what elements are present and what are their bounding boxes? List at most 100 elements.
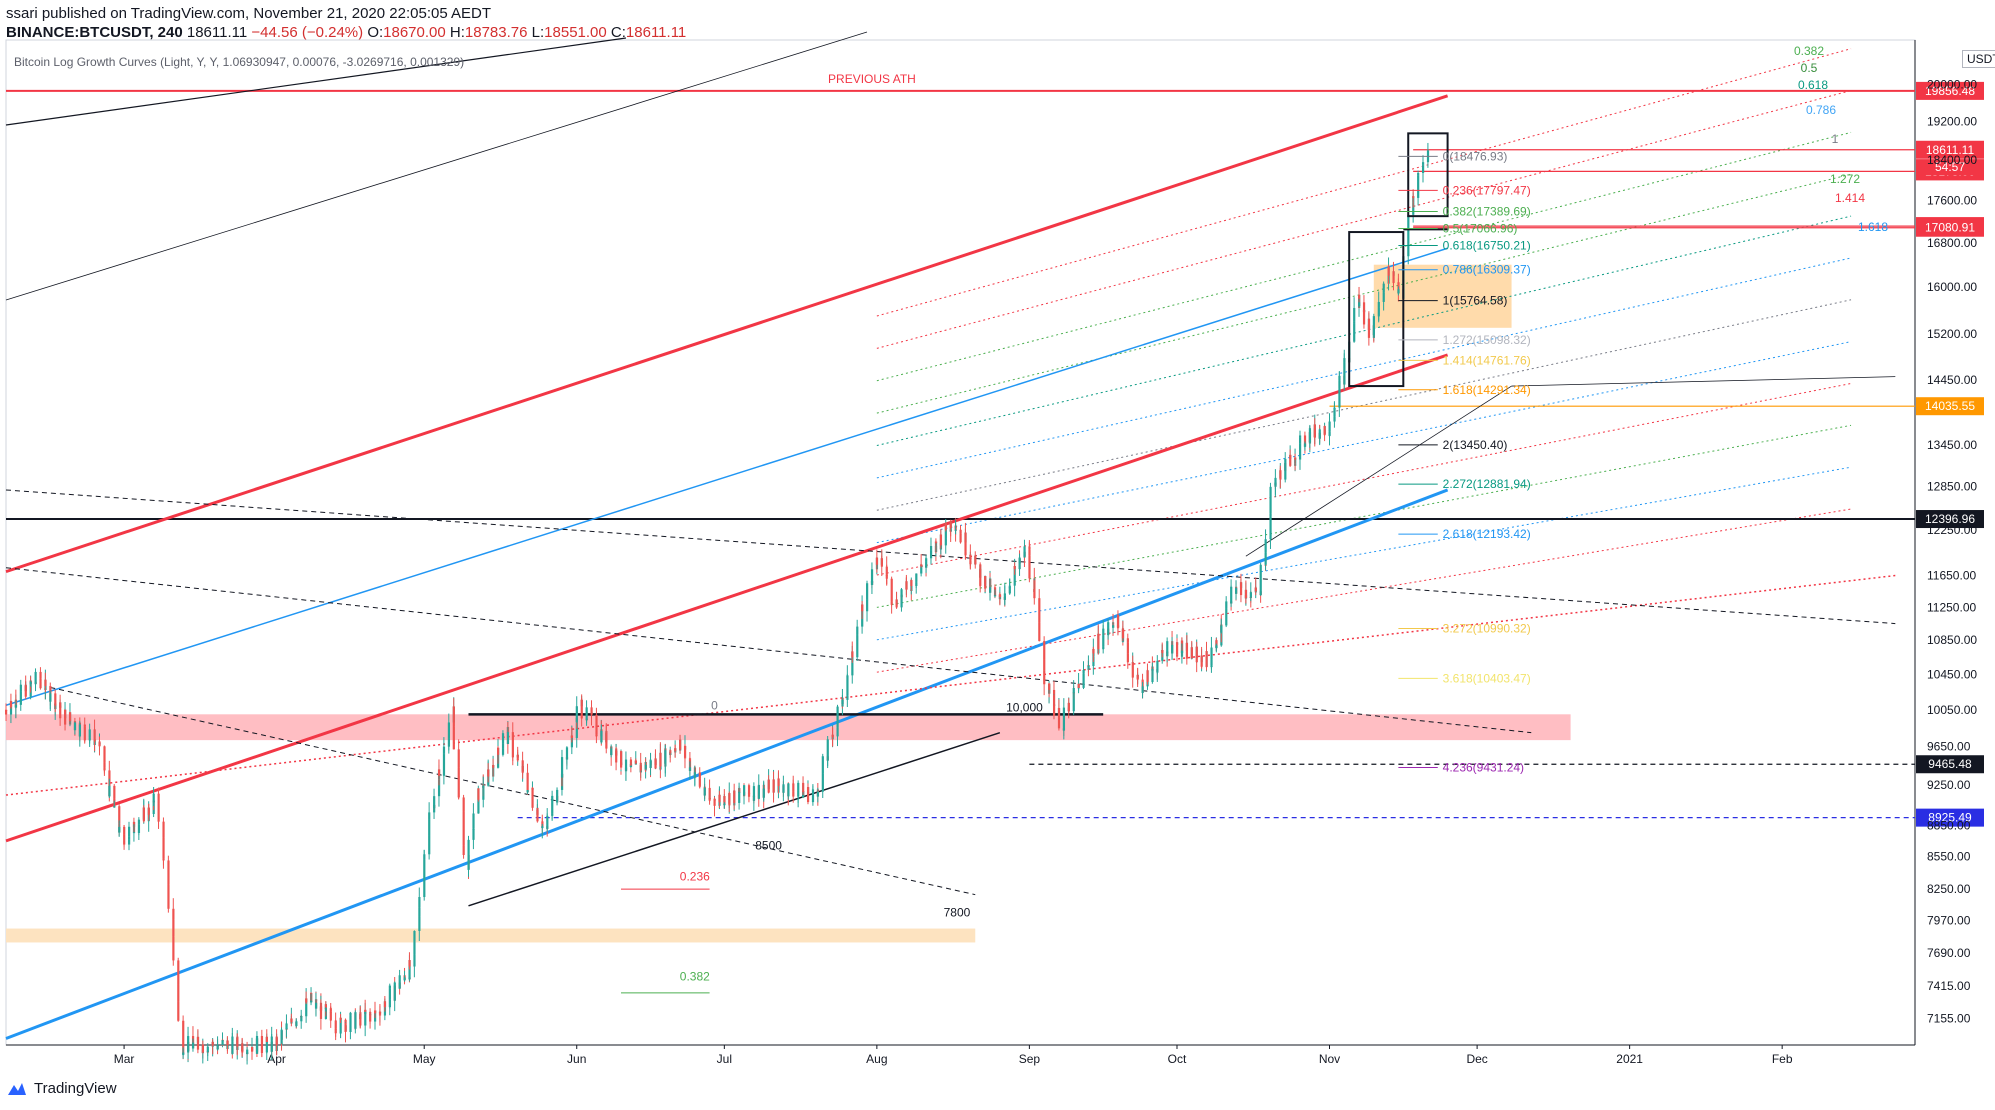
fan-label: 1.618 bbox=[1858, 220, 1888, 234]
candle-body bbox=[398, 982, 401, 989]
candle-body bbox=[1308, 428, 1312, 443]
price-change: −44.56 (−0.24%) bbox=[251, 24, 364, 41]
candle-body bbox=[733, 790, 736, 803]
currency-button[interactable]: USDT bbox=[1962, 50, 1995, 68]
candle-body bbox=[364, 1011, 367, 1014]
candle-body bbox=[683, 745, 687, 758]
high-value: 18783.76 bbox=[464, 24, 528, 41]
candle-body bbox=[890, 601, 893, 605]
candle-body bbox=[497, 747, 500, 753]
candle-body bbox=[1294, 457, 1297, 460]
y-tick-label: 10850.00 bbox=[1927, 633, 1977, 647]
candle-body bbox=[44, 679, 47, 687]
candle-body bbox=[1116, 614, 1120, 629]
candle-body bbox=[856, 635, 859, 658]
candles bbox=[5, 142, 1430, 1065]
candle-body bbox=[1338, 375, 1341, 381]
y-tick-label: 7970.00 bbox=[1927, 914, 1971, 928]
candle-body bbox=[300, 1016, 303, 1018]
y-tick-label: 8850.00 bbox=[1927, 818, 1971, 832]
y-tick-label: 15200.00 bbox=[1927, 327, 1977, 341]
candle-body bbox=[654, 758, 657, 769]
candle-body bbox=[551, 795, 554, 804]
candle-body bbox=[54, 703, 57, 706]
chart-annotation: 0.236 bbox=[680, 869, 710, 883]
chart-header: ssari published on TradingView.com, Nove… bbox=[6, 4, 686, 42]
candle-body bbox=[442, 754, 446, 776]
candle-body bbox=[1269, 516, 1272, 540]
dashed-resistance-lower bbox=[5, 567, 1532, 734]
candle-body bbox=[374, 1010, 377, 1014]
candle-body bbox=[1343, 362, 1346, 385]
candle-body bbox=[565, 747, 569, 759]
candle-body bbox=[585, 707, 588, 720]
candle-body bbox=[182, 1020, 185, 1055]
candle-body bbox=[270, 1040, 273, 1052]
candle-body bbox=[177, 1001, 180, 1021]
fib-label: 1.618(14291.34) bbox=[1443, 383, 1531, 397]
chart-annotation: 0.382 bbox=[680, 970, 710, 984]
y-tick-label: 8550.00 bbox=[1927, 850, 1971, 864]
candle-body bbox=[782, 784, 785, 793]
candle-body bbox=[1003, 593, 1006, 596]
candle-body bbox=[1210, 659, 1213, 666]
candle-body bbox=[1343, 358, 1346, 363]
candle-body bbox=[959, 534, 962, 543]
candle-body bbox=[19, 691, 22, 703]
publish-line: ssari published on TradingView.com, Nove… bbox=[6, 5, 492, 22]
candle-body bbox=[698, 785, 701, 787]
open-label: O: bbox=[367, 24, 384, 41]
candle-body bbox=[123, 840, 126, 845]
candle-body bbox=[162, 837, 165, 859]
candle-body bbox=[68, 719, 72, 722]
candle-body bbox=[969, 554, 972, 561]
candle-body bbox=[674, 750, 677, 752]
candle-body bbox=[1146, 670, 1149, 683]
candle-body bbox=[24, 685, 27, 697]
candle-body bbox=[270, 1036, 273, 1041]
x-tick-label: 2021 bbox=[1616, 1052, 1643, 1066]
candle-body bbox=[216, 1045, 219, 1047]
candle-body bbox=[669, 752, 672, 754]
candle-body bbox=[329, 1012, 332, 1021]
chart-annotation: 10,000 bbox=[1006, 701, 1043, 715]
price-label-box bbox=[1916, 397, 1984, 416]
candle-body bbox=[767, 779, 770, 793]
tradingview-brand: TradingView bbox=[34, 1080, 117, 1097]
candle-body bbox=[974, 555, 977, 565]
candle-body bbox=[305, 998, 308, 1003]
price-label-box bbox=[1916, 140, 1984, 159]
candle-body bbox=[437, 769, 441, 776]
candle-body bbox=[1220, 625, 1223, 633]
candle-body bbox=[1269, 486, 1272, 514]
candle-body bbox=[339, 1017, 342, 1020]
fan-label: 0.5 bbox=[1801, 61, 1818, 75]
growth-curve-dotted bbox=[876, 341, 1852, 544]
y-tick-label: 20000.00 bbox=[1927, 77, 1977, 91]
candle-body bbox=[693, 772, 697, 776]
candle-body bbox=[177, 984, 180, 1002]
candle-body bbox=[1072, 692, 1075, 712]
candle-body bbox=[349, 1012, 352, 1016]
candle-body bbox=[246, 1049, 249, 1055]
candle-body bbox=[851, 651, 854, 658]
candle-body bbox=[290, 1018, 293, 1023]
y-tick-label: 7415.00 bbox=[1927, 979, 1971, 993]
candle-body bbox=[1210, 647, 1213, 660]
candle-body bbox=[152, 793, 155, 803]
fan-label: 0.786 bbox=[1806, 103, 1836, 117]
y-tick-label: 7155.00 bbox=[1927, 1012, 1971, 1026]
candle-body bbox=[1264, 552, 1267, 565]
y-tick-label: 10050.00 bbox=[1927, 703, 1977, 717]
candle-body bbox=[615, 750, 618, 763]
candle-body bbox=[595, 714, 598, 731]
fib-label: 0.5(17066.96) bbox=[1443, 221, 1518, 235]
candle-body bbox=[738, 791, 741, 793]
price-label-text: 18611.11 bbox=[1926, 143, 1975, 157]
x-tick-label: Feb bbox=[1772, 1052, 1793, 1066]
candle-body bbox=[1392, 271, 1395, 283]
candle-body bbox=[915, 573, 918, 582]
candle-body bbox=[1235, 587, 1238, 594]
price-label-box bbox=[1916, 81, 1984, 100]
